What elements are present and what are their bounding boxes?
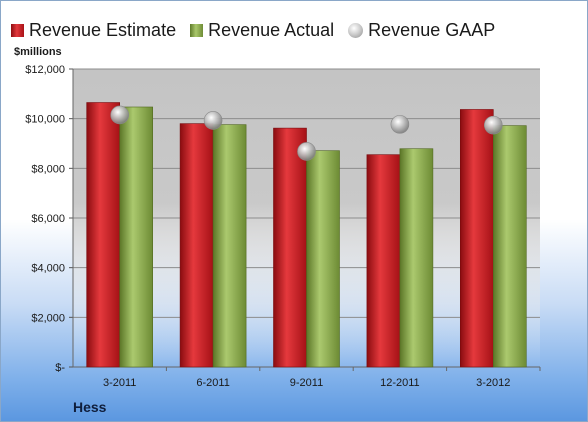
legend: Revenue Estimate Revenue Actual Revenue … [11, 17, 509, 43]
y-tick-label: $8,000 [31, 163, 65, 175]
x-tick-label: 12-2011 [380, 377, 420, 389]
marker-revenue-gaap [483, 115, 503, 135]
y-unit-label: $millions [14, 46, 62, 58]
bar-revenue-estimate [86, 102, 120, 368]
legend-label-gaap: Revenue GAAP [368, 19, 496, 40]
marker-revenue-gaap [203, 111, 223, 130]
y-tick-label: $10,000 [25, 114, 65, 126]
bar-revenue-estimate [366, 154, 401, 368]
x-tick-label: 3-2011 [103, 377, 136, 389]
marker-revenue-gaap [297, 142, 316, 161]
x-tick-label: 9-2011 [290, 377, 323, 389]
y-tick-label: $4,000 [31, 263, 65, 275]
legend-item-estimate: Revenue Estimate [11, 20, 176, 41]
x-tick-label: 6-2011 [196, 377, 229, 389]
bar-revenue-actual [212, 124, 247, 368]
marker-revenue-gaap [390, 115, 410, 134]
legend-label-estimate: Revenue Estimate [29, 19, 177, 40]
bar-revenue-actual [492, 125, 527, 368]
bar-revenue-estimate [273, 127, 307, 368]
bar-revenue-actual [119, 106, 153, 368]
company-name: Hess [73, 399, 107, 415]
legend-item-gaap: Revenue GAAP [348, 20, 495, 41]
y-tick-label: $6,000 [31, 213, 65, 225]
y-tick-label: $12,000 [25, 64, 65, 76]
bar-revenue-estimate [179, 123, 214, 368]
legend-item-actual: Revenue Actual [190, 20, 334, 41]
legend-marker-gaap [348, 22, 364, 38]
marker-revenue-gaap [110, 105, 129, 125]
bar-revenue-estimate [459, 109, 494, 368]
bar-revenue-actual [399, 148, 434, 368]
y-tick-label: $2,000 [31, 312, 65, 324]
y-tick-label: $- [55, 362, 65, 374]
legend-label-actual: Revenue Actual [208, 19, 335, 40]
bar-revenue-actual [306, 150, 340, 368]
legend-swatch-estimate [11, 23, 24, 37]
x-tick-label: 3-2012 [476, 377, 510, 389]
legend-swatch-actual [190, 23, 204, 37]
